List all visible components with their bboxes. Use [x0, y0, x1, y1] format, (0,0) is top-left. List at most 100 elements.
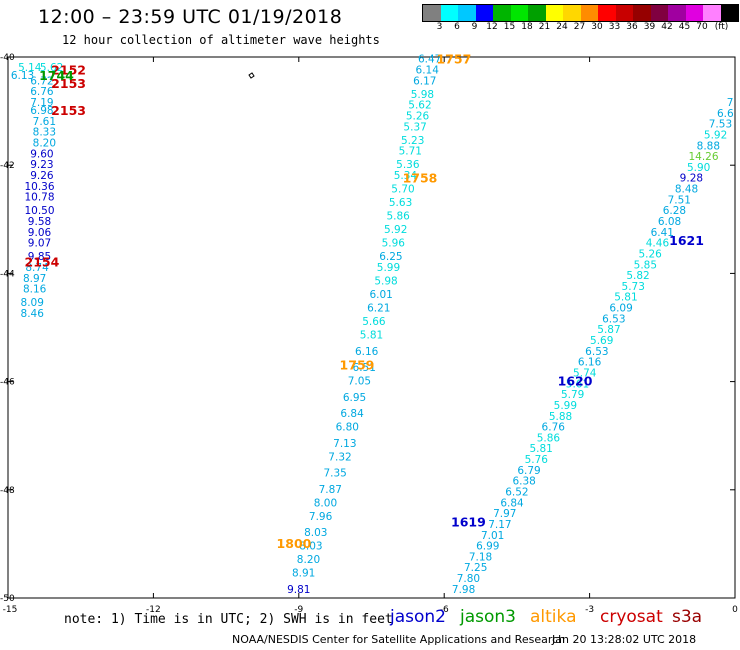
legend-swatch — [545, 5, 563, 21]
swh-value-label: 6.84 — [500, 497, 524, 509]
swh-value-label: 7 — [727, 97, 734, 109]
time-label: 1619 — [451, 514, 486, 529]
swh-value-label: 5.99 — [377, 262, 400, 274]
swh-value-label: 5.34 — [394, 170, 418, 182]
swh-value-label: 5.70 — [391, 184, 414, 196]
swh-value-label: 5.62 — [40, 62, 63, 74]
swh-value-label: 6.38 — [512, 476, 535, 488]
swh-value-label: 8.97 — [23, 273, 46, 285]
y-tick-label: -50 — [0, 594, 15, 604]
swh-value-label: 8.88 — [697, 140, 720, 152]
swh-value-label: 6.84 — [340, 408, 364, 420]
legend-swatch — [493, 5, 511, 21]
swh-value-label: 8.20 — [297, 554, 320, 566]
swh-value-label: 8.09 — [21, 297, 44, 309]
swh-value-label: 6.16 — [578, 357, 602, 369]
sat-label-jason3: jason3 — [460, 607, 516, 627]
swh-value-label: 7.98 — [452, 584, 475, 596]
legend-label: 18 — [521, 22, 533, 32]
legend-swatch — [440, 5, 458, 21]
swh-value-label: 5.62 — [408, 100, 431, 112]
swh-value-label: 5.98 — [374, 276, 397, 288]
swh-value-label: 8.03 — [299, 541, 322, 553]
time-label: 1744 — [39, 68, 74, 83]
swh-value-label: 5.99 — [554, 400, 577, 412]
legend-label: 42 — [661, 22, 673, 32]
swh-value-label: 9.26 — [30, 170, 54, 182]
swh-value-label: 7.32 — [328, 451, 351, 463]
time-label: 1757 — [436, 52, 471, 67]
swh-value-label: 7.17 — [488, 519, 511, 531]
legend-label: (ft) — [714, 22, 729, 32]
legend-label: 36 — [626, 22, 638, 32]
swh-value-label: 10.50 — [24, 205, 54, 217]
legend-swatch — [423, 5, 441, 21]
time-label: 1621 — [669, 233, 704, 248]
swh-value-label: 7.61 — [33, 116, 56, 128]
time-label: 1758 — [403, 171, 438, 186]
swh-value-label: 6.76 — [30, 86, 54, 98]
swh-value-label: 6.79 — [517, 465, 540, 477]
legend-label: 39 — [643, 22, 656, 32]
swh-value-label: 7.96 — [309, 511, 333, 523]
swh-value-label: 9.28 — [680, 173, 703, 185]
legend-swatch — [458, 5, 476, 21]
swh-value-label: 7.97 — [493, 508, 516, 520]
swh-value-label: 5.92 — [704, 129, 727, 141]
swh-value-label: 5.86 — [386, 211, 410, 223]
legend-label: 45 — [678, 22, 691, 32]
legend-swatch — [580, 5, 598, 21]
y-tick-label: -44 — [0, 269, 15, 279]
swh-value-label: 5.26 — [638, 248, 662, 260]
swh-value-label: 6.28 — [663, 205, 686, 217]
swh-value-label: 6.08 — [658, 216, 681, 228]
swh-value-label: 8.74 — [25, 262, 49, 274]
swh-value-label: 5.81 — [360, 330, 383, 342]
color-legend-bar — [422, 4, 739, 22]
swh-value-label: 6.95 — [343, 392, 366, 404]
swh-value-label: 6.53 — [602, 313, 625, 325]
swh-value-label: 8.16 — [23, 284, 47, 296]
swh-value-label: 8.33 — [33, 127, 56, 139]
time-label: 1759 — [340, 357, 375, 372]
swh-value-label: 7.53 — [709, 119, 732, 131]
legend-swatch — [510, 5, 528, 21]
swh-value-label: 6.80 — [336, 422, 359, 434]
swh-value-label: 9.60 — [30, 148, 53, 160]
generated-timestamp: Jan 20 13:28:02 UTC 2018 — [552, 633, 697, 646]
swh-value-label: 5.63 — [389, 197, 412, 209]
swh-value-label: 10.78 — [24, 192, 54, 204]
time-label: 1620 — [558, 374, 593, 389]
swh-value-label: 9.23 — [30, 159, 53, 171]
legend-swatch — [633, 5, 651, 21]
legend-label: 6 — [454, 22, 460, 32]
legend-label: 70 — [696, 22, 708, 32]
swh-value-label: 6.13 — [11, 70, 34, 82]
swh-value-label: 5.88 — [549, 411, 572, 423]
swh-value-label: 5.98 — [411, 89, 434, 101]
swh-value-label: 8.48 — [675, 184, 698, 196]
x-tick-label: -15 — [3, 605, 18, 615]
swh-value-label: 8.91 — [292, 568, 315, 580]
legend-label: 30 — [591, 22, 603, 32]
swh-value-label: 5.85 — [634, 259, 657, 271]
swh-value-label: 9.81 — [287, 584, 310, 596]
swh-value-label: 6.98 — [30, 105, 53, 117]
x-tick-label: -3 — [585, 605, 594, 615]
swh-value-label: 7.18 — [469, 551, 492, 563]
legend-label: 9 — [471, 22, 478, 32]
swh-value-label: 5.73 — [622, 281, 645, 293]
swh-value-label: 9.07 — [28, 238, 51, 250]
y-tick-label: -48 — [0, 486, 15, 496]
swh-value-label: 6.25 — [379, 251, 402, 263]
time-label: 1800 — [277, 536, 312, 551]
swh-value-label: 6.52 — [505, 487, 528, 499]
x-tick-label: -9 — [294, 605, 303, 615]
swh-value-label: 6.51 — [353, 362, 376, 374]
swh-value-label: 5.92 — [384, 224, 407, 236]
legend-label: 21 — [538, 22, 551, 32]
swh-value-label: 5.86 — [537, 432, 561, 444]
swh-value-label: 7.25 — [464, 562, 487, 574]
legend-label: 24 — [556, 22, 568, 32]
